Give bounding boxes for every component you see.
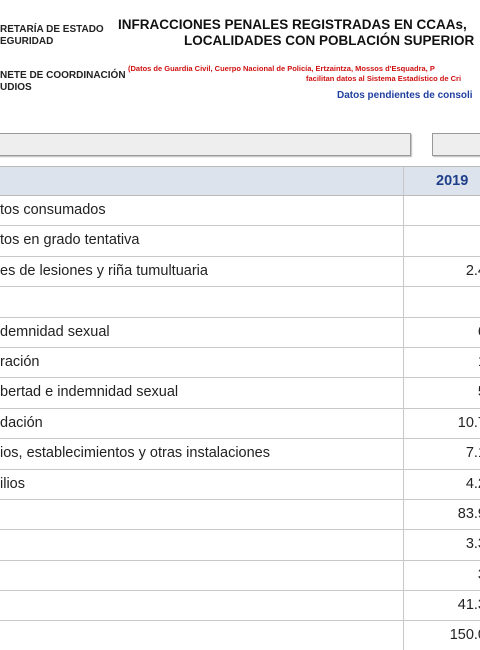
table: 2019 tos consumados tos en grado tentativ… bbox=[0, 166, 480, 650]
row-label: tos consumados bbox=[0, 202, 106, 218]
note: Datos pendientes de consoli bbox=[337, 90, 473, 101]
title: INFRACCIONES PENALES REGISTRADAS EN CCAA… bbox=[118, 17, 480, 49]
unit-name: NETE DE COORDINACIÓN UDIOS bbox=[0, 70, 126, 94]
table-row: ios, establecimientos y otras instalacio… bbox=[0, 439, 480, 470]
table-row: es de lesiones y riña tumultuaria 2.4 bbox=[0, 256, 480, 288]
title-line: LOCALIDADES CON POBLACIÓN SUPERIOR bbox=[184, 33, 475, 48]
source-line: (Datos de Guardia Civil, Cuerpo Nacional… bbox=[128, 64, 435, 73]
row-value: 2.4 bbox=[403, 256, 480, 287]
row-label: dación bbox=[0, 414, 43, 431]
row-value: 6 bbox=[403, 317, 480, 347]
table-row: bertad e indemnidad sexual 5 bbox=[0, 378, 480, 409]
table-row: 83.9 bbox=[0, 499, 480, 531]
row-value: 7.1 bbox=[403, 439, 480, 469]
row-value bbox=[403, 196, 480, 226]
row-value: 4.2 bbox=[403, 469, 480, 499]
row-value: 3 bbox=[403, 560, 480, 591]
row-label: tos en grado tentativa bbox=[0, 232, 140, 249]
row-label: ios, establecimientos y otras instalacio… bbox=[0, 445, 270, 462]
row-value: 5 bbox=[403, 378, 480, 408]
filter-box[interactable] bbox=[432, 133, 480, 156]
row-value: 41.3 bbox=[403, 591, 480, 621]
row-value bbox=[403, 287, 480, 317]
row-label: demnidad sexual bbox=[0, 323, 110, 340]
row-label: ilios bbox=[0, 475, 25, 492]
source: (Datos de Guardia Civil, Cuerpo Nacional… bbox=[128, 64, 461, 84]
table-row: 3 bbox=[0, 560, 480, 592]
source-line: facilitan datos al Sistema Estadístico d… bbox=[306, 74, 462, 83]
table-row: 3.3 bbox=[0, 530, 480, 561]
org-line: RETARÍA DE ESTADO bbox=[0, 24, 104, 35]
filter-box[interactable] bbox=[0, 133, 411, 156]
table-row: ración 1 bbox=[0, 347, 480, 379]
table-row: tos en grado tentativa bbox=[0, 226, 480, 257]
title-line: INFRACCIONES PENALES REGISTRADAS EN CCAA… bbox=[118, 17, 467, 32]
table-row bbox=[0, 287, 480, 318]
unit-line: UDIOS bbox=[0, 82, 32, 93]
org-name: RETARÍA DE ESTADO EGURIDAD bbox=[0, 24, 104, 48]
table-row: demnidad sexual 6 bbox=[0, 317, 480, 348]
row-value: 83.9 bbox=[403, 499, 480, 530]
table-row: dación 10.7 bbox=[0, 408, 480, 440]
year-header: 2019 bbox=[403, 167, 480, 195]
table-row: ilios 4.2 bbox=[0, 469, 480, 500]
row-value bbox=[403, 226, 480, 256]
table-row: tos consumados bbox=[0, 196, 480, 227]
row-value: 3.3 bbox=[403, 530, 480, 560]
org-line: EGURIDAD bbox=[0, 36, 54, 47]
row-label: es de lesiones y riña tumultuaria bbox=[0, 262, 208, 279]
row-value: 10.7 bbox=[403, 408, 480, 439]
row-value: 150.0 bbox=[403, 621, 480, 650]
unit-line: NETE DE COORDINACIÓN bbox=[0, 70, 126, 81]
header-row: 2019 bbox=[0, 166, 480, 196]
table-row: 41.3 bbox=[0, 591, 480, 622]
table-row: 150.0 bbox=[0, 621, 480, 650]
row-label: ración bbox=[0, 353, 40, 370]
row-value: 1 bbox=[403, 347, 480, 378]
row-label: bertad e indemnidad sexual bbox=[0, 384, 179, 401]
